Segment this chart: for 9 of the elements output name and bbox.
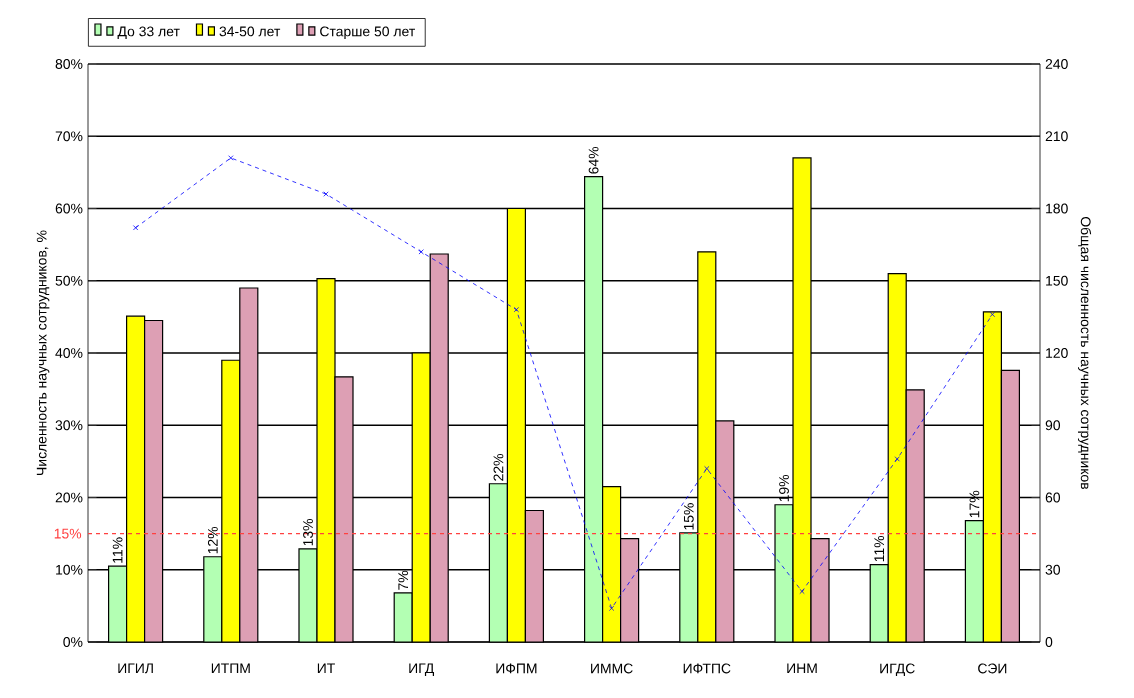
point	[989, 311, 996, 318]
point	[894, 456, 900, 462]
point	[418, 249, 424, 255]
point	[228, 155, 234, 161]
point	[608, 605, 615, 611]
point	[799, 588, 805, 595]
point	[132, 225, 139, 231]
point	[513, 306, 520, 313]
point	[704, 465, 710, 472]
